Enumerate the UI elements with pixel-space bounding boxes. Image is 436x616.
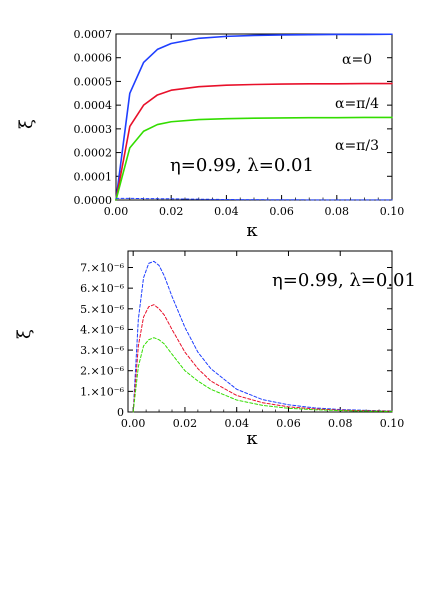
- y-tick-label: 3.×10⁻⁶: [80, 344, 125, 357]
- y-axis-label: ξ: [16, 119, 37, 129]
- series-line: [115, 197, 393, 201]
- x-tick-label: 0.10: [380, 417, 405, 430]
- y-tick-label: 4.×10⁻⁶: [80, 323, 125, 336]
- x-tick-label: 0.08: [325, 205, 350, 218]
- y-tick-label: 0.0004: [74, 99, 113, 112]
- y-tick-label: 6.×10⁻⁶: [80, 282, 125, 295]
- y-tick-label: 0.0001: [74, 170, 113, 183]
- y-tick-label: 0: [117, 406, 124, 419]
- x-tick-label: 0.04: [224, 417, 249, 430]
- parameter-annotation: η=0.99, λ=0.01: [170, 155, 314, 176]
- y-tick-label: 0.0000: [74, 194, 113, 207]
- series-line: [132, 337, 393, 413]
- x-tick-label: 0.00: [121, 417, 146, 430]
- y-tick-label: 2.×10⁻⁶: [80, 365, 125, 378]
- series-line: [115, 33, 393, 201]
- series-line: [132, 260, 393, 413]
- x-tick-label: 0.02: [159, 205, 184, 218]
- series-label: α=π/4: [335, 96, 379, 112]
- y-tick-label: 0.0003: [74, 123, 113, 136]
- y-tick-label: 0.0007: [74, 28, 113, 41]
- series-label: α=0: [342, 52, 372, 68]
- series-label: α=π/3: [335, 138, 379, 154]
- x-tick-label: 0.10: [380, 205, 405, 218]
- y-tick-label: 5.×10⁻⁶: [80, 303, 125, 316]
- y-tick-label: 7.×10⁻⁶: [80, 262, 125, 275]
- plot-frame: [127, 250, 393, 413]
- chart-bottom: 0.00 0.02 0.04 0.06 0.08 0.10 0 1.×10⁻⁶ 2.×10⁻⁶ 3…: [14, 250, 416, 449]
- x-tick-label: 0.02: [173, 417, 198, 430]
- parameter-annotation: η=0.99, λ=0.01: [272, 270, 416, 291]
- series-line: [115, 82, 393, 201]
- series-line: [115, 116, 393, 201]
- x-tick-label: 0.04: [214, 205, 239, 218]
- x-tick-label: 0.00: [104, 205, 129, 218]
- x-tick-label: 0.06: [269, 205, 294, 218]
- x-tick-label: 0.08: [328, 417, 353, 430]
- y-tick-label: 0.0002: [74, 147, 113, 160]
- chart-top: 0.00 0.02 0.04 0.06 0.08 0.10 0.0000 0.0001 0.00…: [16, 28, 404, 241]
- x-axis-label: κ: [246, 428, 258, 449]
- y-tick-label: 0.0006: [74, 52, 113, 65]
- y-tick-label: 0.0005: [74, 75, 113, 88]
- y-axis-label: ξ: [14, 329, 35, 339]
- series-line: [132, 304, 393, 413]
- x-tick-label: 0.06: [276, 417, 301, 430]
- y-tick-label: 1.×10⁻⁶: [80, 385, 125, 398]
- x-axis-label: κ: [246, 220, 258, 241]
